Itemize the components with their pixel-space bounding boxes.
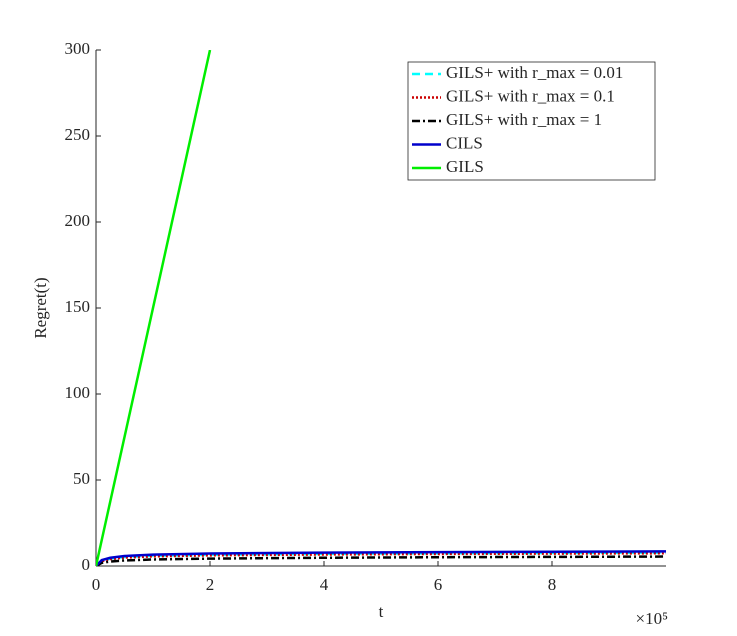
x-tick-label: 0 bbox=[92, 575, 101, 594]
y-tick-label: 300 bbox=[65, 39, 91, 58]
x-multiplier: ×10⁵ bbox=[635, 609, 668, 628]
legend: GILS+ with r_max = 0.01 GILS+ with r_max … bbox=[407, 61, 656, 181]
legend-label: GILS+ with r_max = 0.01 bbox=[446, 63, 623, 82]
y-axis-label: Regret(t) bbox=[31, 277, 50, 338]
plot-area bbox=[96, 50, 666, 566]
y-tick-label: 100 bbox=[65, 383, 91, 402]
y-tick-label: 200 bbox=[65, 211, 91, 230]
legend-label: GILS+ with r_max = 1 bbox=[446, 110, 602, 129]
y-tick-label: 0 bbox=[82, 555, 91, 574]
y-tick-label: 50 bbox=[73, 469, 90, 488]
line-series bbox=[96, 550, 666, 566]
line-series bbox=[96, 50, 212, 566]
x-tick-label: 2 bbox=[206, 575, 215, 594]
line-series bbox=[96, 552, 666, 566]
line-series bbox=[96, 555, 666, 566]
x-tick-label: 6 bbox=[434, 575, 443, 594]
x-axis-label: t bbox=[379, 602, 384, 621]
legend-box bbox=[407, 61, 656, 181]
y-tick-label: 250 bbox=[65, 125, 91, 144]
y-tick-label: 150 bbox=[65, 297, 91, 316]
x-tick-label: 8 bbox=[548, 575, 557, 594]
legend-label: GILS bbox=[446, 157, 484, 176]
legend-label: GILS+ with r_max = 0.1 bbox=[446, 86, 615, 105]
legend-label: CILS bbox=[446, 133, 483, 152]
x-tick-label: 4 bbox=[320, 575, 329, 594]
